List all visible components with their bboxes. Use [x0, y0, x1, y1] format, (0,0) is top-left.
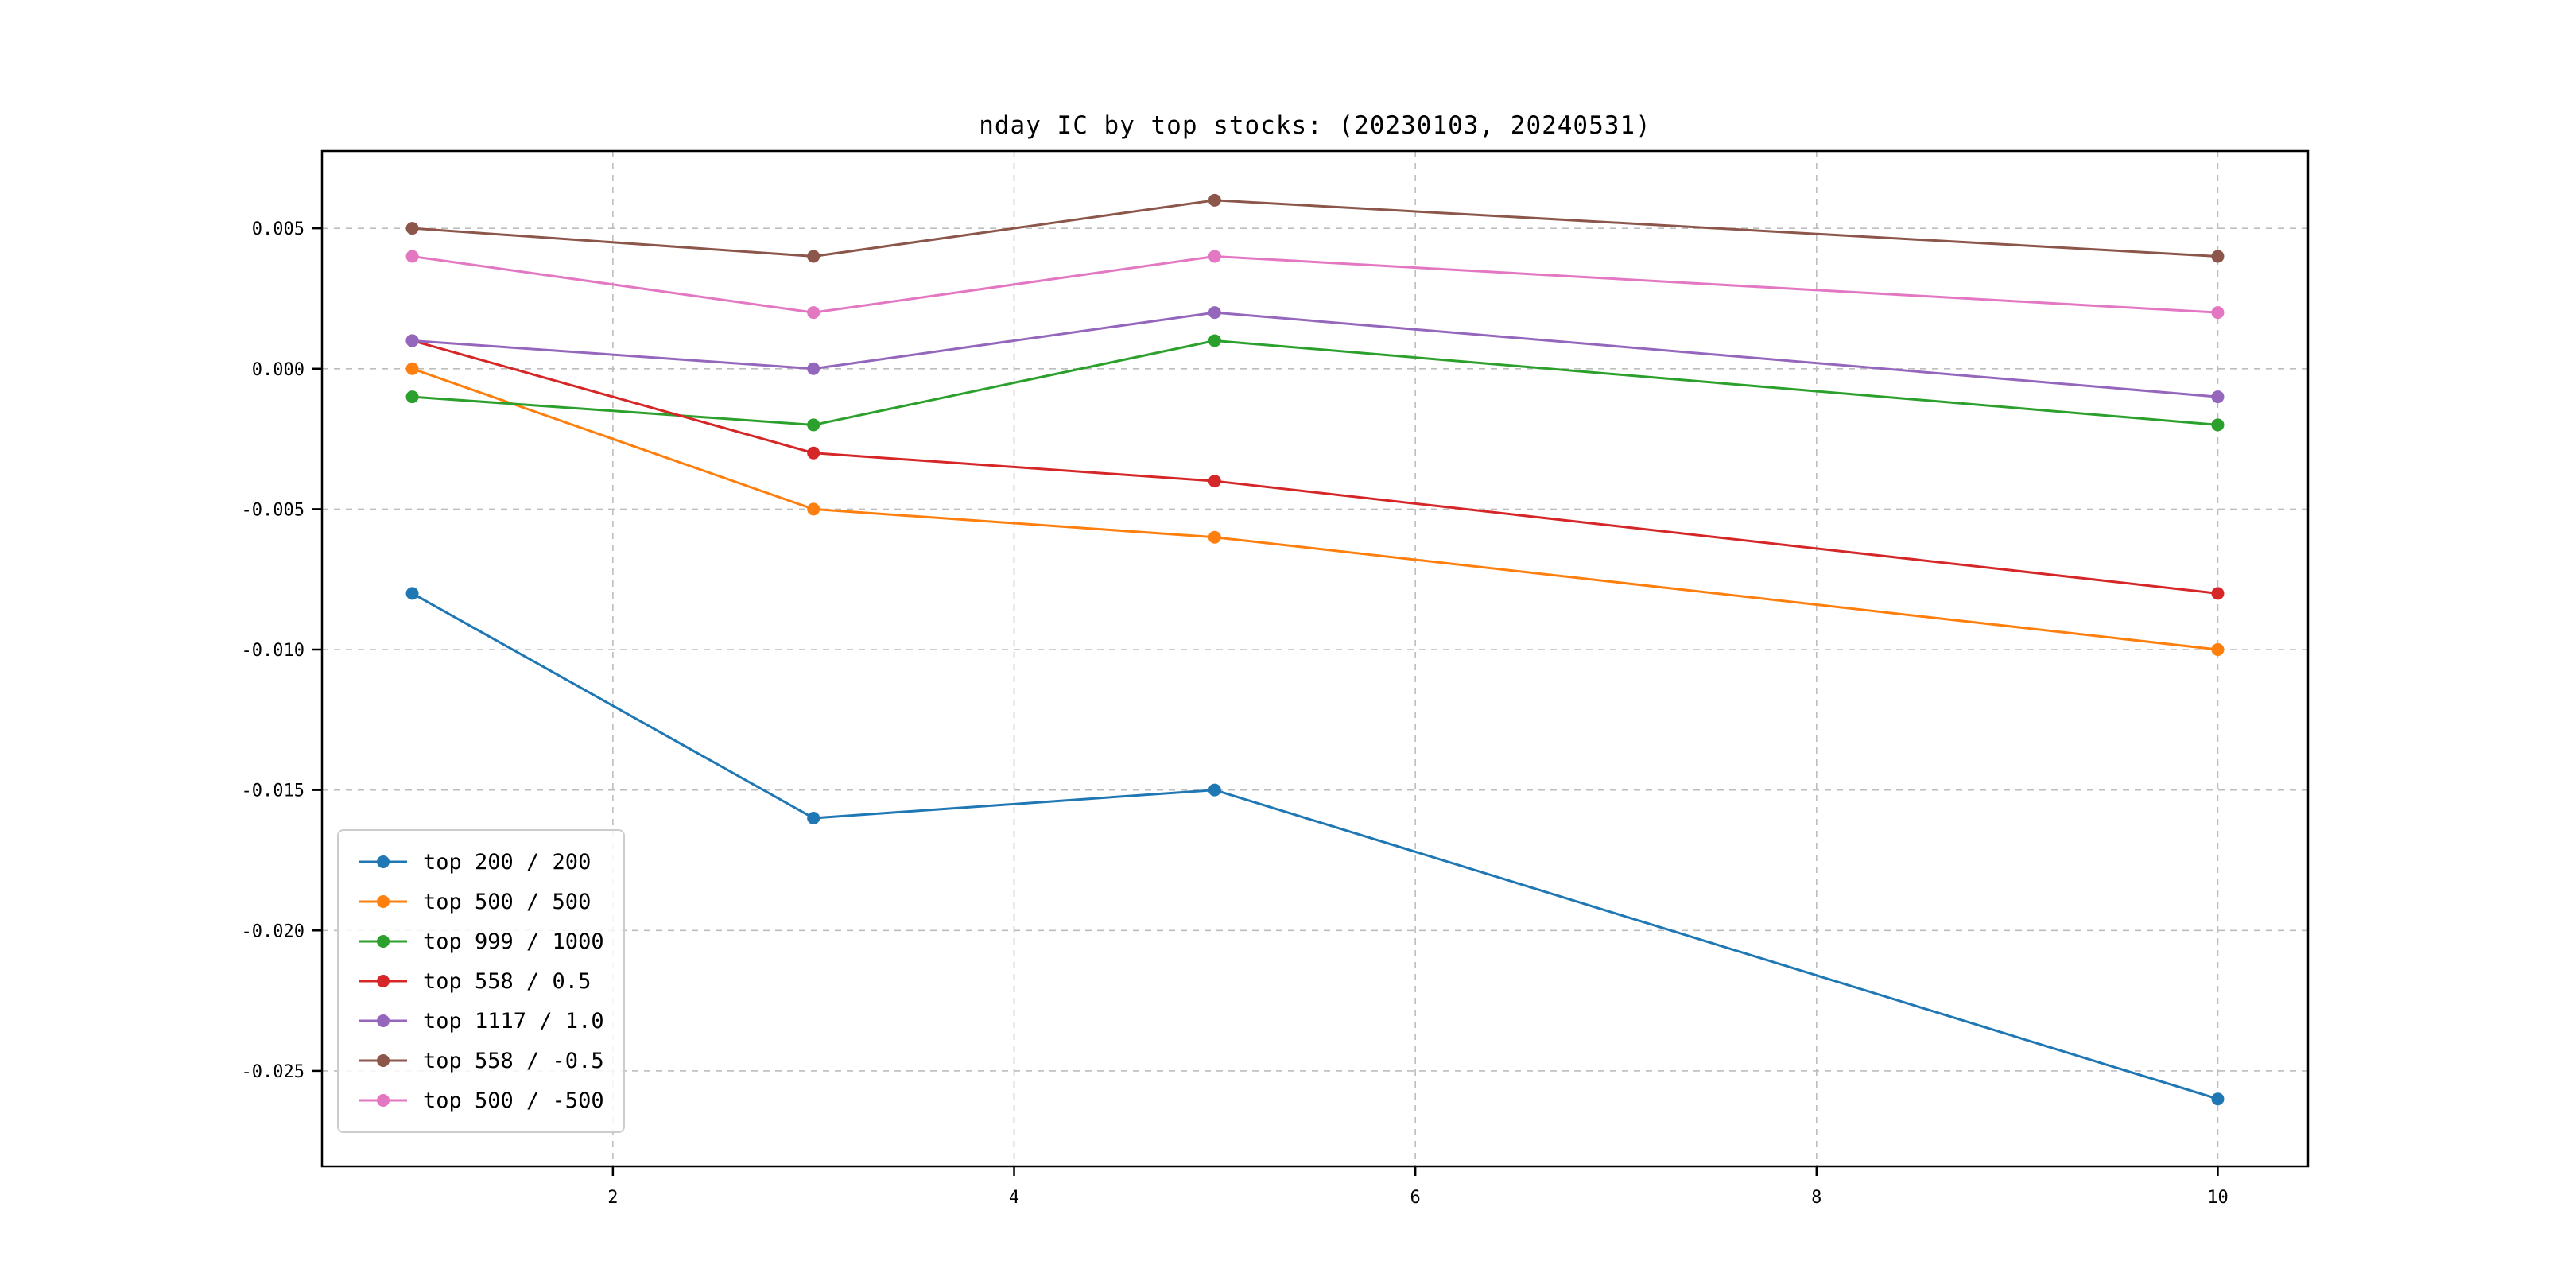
- data-point-marker: [2211, 306, 2225, 320]
- series-line: [411, 367, 2219, 651]
- y-tick-label: -0.010: [242, 641, 305, 661]
- legend-line-swatch: [359, 935, 407, 948]
- x-tick-label: 10: [2207, 1188, 2229, 1208]
- data-point-marker: [1208, 193, 1221, 207]
- legend-item: top 500 / -500: [358, 1080, 604, 1120]
- data-point-marker: [807, 362, 821, 375]
- legend-item-label: top 200 / 200: [423, 849, 592, 875]
- data-point-marker: [405, 222, 419, 235]
- data-point-marker: [807, 418, 821, 432]
- data-point-marker: [1208, 250, 1221, 263]
- data-point-marker: [1208, 306, 1221, 320]
- legend-line-swatch: [359, 895, 407, 908]
- y-tick-label: 0.000: [252, 360, 305, 380]
- chart-title: nday IC by top stocks: (20230103, 202405…: [979, 111, 1651, 140]
- data-point-marker: [2211, 250, 2225, 263]
- y-tick-label: -0.015: [242, 782, 305, 801]
- data-point-marker: [2211, 418, 2225, 432]
- legend-item-label: top 558 / -0.5: [423, 1048, 604, 1073]
- legend: top 200 / 200 top 500 / 500 top 999 / 1000…: [337, 829, 625, 1133]
- x-tick-label: 8: [1811, 1188, 1821, 1208]
- legend-line-swatch: [359, 1054, 407, 1067]
- x-tick-label: 6: [1410, 1188, 1421, 1208]
- legend-line-swatch: [359, 975, 407, 987]
- data-point-marker: [405, 250, 419, 263]
- data-point-marker: [2211, 1092, 2225, 1106]
- data-point-marker: [807, 446, 821, 460]
- legend-line-swatch: [359, 1094, 407, 1107]
- legend-line-swatch: [359, 1014, 407, 1027]
- legend-item: top 1117 / 1.0: [358, 1001, 604, 1041]
- legend-item-label: top 500 / -500: [423, 1088, 604, 1113]
- y-tick-label: -0.025: [242, 1062, 305, 1082]
- legend-item: top 999 / 1000: [358, 921, 604, 961]
- legend-item: top 558 / 0.5: [358, 961, 604, 1001]
- legend-item: top 558 / -0.5: [358, 1041, 604, 1080]
- data-point-marker: [1208, 334, 1221, 347]
- data-point-marker: [2211, 643, 2225, 657]
- x-tick-label: 2: [607, 1188, 618, 1208]
- series-line: [411, 311, 2219, 398]
- data-point-marker: [1208, 783, 1221, 797]
- y-tick-label: -0.020: [242, 921, 305, 941]
- legend-item: top 500 / 500: [358, 882, 604, 921]
- data-point-marker: [807, 250, 821, 263]
- legend-item-label: top 999 / 1000: [423, 929, 604, 954]
- legend-item-label: top 500 / 500: [423, 889, 592, 914]
- data-point-marker: [405, 390, 419, 404]
- y-tick-label: -0.005: [242, 500, 305, 520]
- data-point-marker: [807, 811, 821, 824]
- data-point-marker: [1208, 530, 1221, 544]
- legend-item-label: top 558 / 0.5: [423, 968, 592, 994]
- data-point-marker: [405, 362, 419, 375]
- x-tick-label: 4: [1009, 1188, 1019, 1208]
- data-point-marker: [405, 334, 419, 347]
- data-point-marker: [2211, 587, 2225, 600]
- data-point-marker: [2211, 390, 2225, 404]
- data-point-marker: [807, 502, 821, 516]
- series-line: [411, 339, 2219, 426]
- plot-frame: [320, 149, 2310, 1168]
- data-point-marker: [1208, 475, 1221, 488]
- series-line: [411, 339, 2219, 595]
- legend-item-label: top 1117 / 1.0: [423, 1008, 604, 1034]
- y-tick-label: 0.005: [252, 219, 305, 239]
- series-line: [411, 592, 2219, 1100]
- series-line: [411, 199, 2219, 258]
- legend-item: top 200 / 200: [358, 842, 604, 882]
- data-point-marker: [807, 306, 821, 320]
- data-point-marker: [405, 587, 419, 600]
- series-line: [411, 254, 2219, 314]
- legend-line-swatch: [359, 855, 407, 868]
